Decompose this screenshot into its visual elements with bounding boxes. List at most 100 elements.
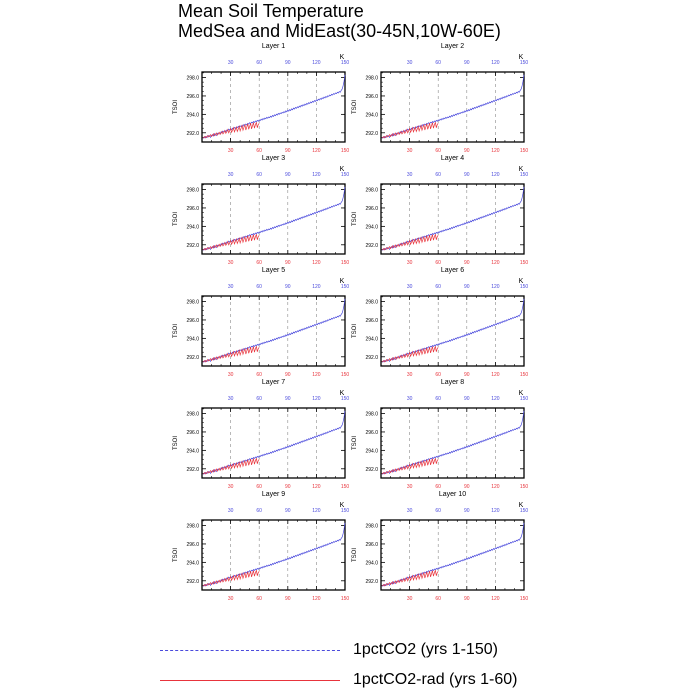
top-tick-label: 60 <box>435 172 441 178</box>
y-tick-label: 294.0 <box>186 448 199 454</box>
top-tick-label: 30 <box>407 172 413 178</box>
bottom-tick-label: 120 <box>312 148 321 154</box>
top-tick-label: 120 <box>312 172 321 178</box>
units-label: K <box>519 502 524 509</box>
bottom-tick-label: 30 <box>407 148 413 154</box>
top-tick-label: 120 <box>312 284 321 290</box>
bottom-tick-label: 60 <box>435 372 441 378</box>
panel-title: Layer 8 <box>441 379 464 386</box>
y-tick-label: 296.0 <box>186 430 199 436</box>
top-tick-label: 150 <box>520 60 529 66</box>
top-tick-label: 30 <box>228 508 234 514</box>
top-tick-label: 120 <box>491 508 500 514</box>
bottom-tick-label: 90 <box>285 148 291 154</box>
figure-title-line-2: MedSea and MidEast(30-45N,10W-60E) <box>178 21 501 41</box>
bottom-tick-label: 30 <box>228 596 234 602</box>
panel-title: Layer 9 <box>262 491 285 498</box>
bottom-tick-label: 150 <box>341 372 350 378</box>
y-tick-label: 292.0 <box>186 131 199 137</box>
bottom-tick-label: 150 <box>520 148 529 154</box>
y-tick-label: 298.0 <box>365 188 378 194</box>
legend: 1pctCO2 (yrs 1-150) 1pctCO2-rad (yrs 1-6… <box>0 630 700 700</box>
top-tick-label: 60 <box>435 284 441 290</box>
y-tick-label: 292.0 <box>186 243 199 249</box>
legend-label: 1pctCO2-rad (yrs 1-60) <box>353 671 518 688</box>
series-line-1pctco2-rad <box>202 122 260 139</box>
y-tick-label: 294.0 <box>365 560 378 566</box>
y-axis-label: TSOI <box>352 100 358 114</box>
y-tick-label: 296.0 <box>365 430 378 436</box>
top-tick-label: 90 <box>464 60 470 66</box>
bottom-tick-label: 30 <box>407 260 413 266</box>
bottom-tick-label: 60 <box>435 596 441 602</box>
series-line-1pctco2 <box>381 186 525 251</box>
top-tick-label: 60 <box>256 60 262 66</box>
y-axis-label: TSOI <box>173 212 179 226</box>
plot-frame <box>201 295 346 367</box>
units-label: K <box>340 54 345 61</box>
y-tick-label: 292.0 <box>365 355 378 361</box>
bottom-tick-label: 150 <box>341 260 350 266</box>
plot-frame <box>201 519 346 591</box>
bottom-tick-label: 90 <box>464 484 470 490</box>
top-tick-label: 90 <box>285 396 291 402</box>
bottom-tick-label: 120 <box>312 372 321 378</box>
top-tick-label: 30 <box>407 60 413 66</box>
bottom-tick-label: 30 <box>228 484 234 490</box>
units-label: K <box>340 502 345 509</box>
y-tick-label: 294.0 <box>186 336 199 342</box>
legend-swatch-solid <box>160 680 340 681</box>
top-tick-label: 30 <box>228 396 234 402</box>
chart-panel: Layer 5 K 30 60 90 120 150 30 60 90 120 150 292.0 294… <box>173 267 349 378</box>
bottom-tick-label: 90 <box>464 372 470 378</box>
bottom-tick-label: 60 <box>256 484 262 490</box>
top-tick-label: 30 <box>228 60 234 66</box>
panel-title: Layer 7 <box>262 379 285 386</box>
series-line-1pctco2-rad <box>381 570 439 587</box>
legend-label: 1pctCO2 (yrs 1-150) <box>353 641 498 658</box>
top-tick-label: 60 <box>435 396 441 402</box>
series-line-1pctco2 <box>202 186 346 251</box>
panel-title: Layer 6 <box>441 267 464 274</box>
bottom-tick-label: 30 <box>407 372 413 378</box>
series-line-1pctco2-rad <box>202 458 260 475</box>
panel-title: Layer 4 <box>441 155 464 162</box>
bottom-tick-label: 150 <box>520 372 529 378</box>
panel-title: Layer 3 <box>262 155 285 162</box>
bottom-tick-label: 90 <box>285 484 291 490</box>
y-tick-label: 298.0 <box>365 524 378 530</box>
y-axis-label: TSOI <box>352 436 358 450</box>
series-line-1pctco2 <box>202 74 346 139</box>
top-tick-label: 60 <box>256 508 262 514</box>
top-tick-label: 90 <box>464 284 470 290</box>
bottom-tick-label: 120 <box>312 596 321 602</box>
units-label: K <box>519 166 524 173</box>
plot-frame <box>380 407 525 479</box>
units-label: K <box>519 278 524 285</box>
y-axis-label: TSOI <box>173 548 179 562</box>
y-tick-label: 296.0 <box>186 318 199 324</box>
series-line-1pctco2-rad <box>202 234 260 251</box>
y-tick-label: 292.0 <box>365 467 378 473</box>
bottom-tick-label: 30 <box>407 596 413 602</box>
top-tick-label: 30 <box>407 284 413 290</box>
figure-title-line-1: Mean Soil Temperature <box>178 1 364 21</box>
y-tick-label: 292.0 <box>186 579 199 585</box>
bottom-tick-label: 150 <box>520 484 529 490</box>
y-tick-label: 294.0 <box>186 224 199 230</box>
y-tick-label: 292.0 <box>365 131 378 137</box>
bottom-tick-label: 30 <box>228 372 234 378</box>
bottom-tick-label: 60 <box>256 596 262 602</box>
chart-panel: Layer 6 K 30 60 90 120 150 30 60 90 120 150 292.0 294… <box>352 267 528 378</box>
series-line-1pctco2-rad <box>202 570 260 587</box>
series-line-1pctco2 <box>381 74 525 139</box>
top-tick-label: 150 <box>341 284 350 290</box>
plot-frame <box>201 407 346 479</box>
bottom-tick-label: 90 <box>464 260 470 266</box>
bottom-tick-label: 90 <box>464 596 470 602</box>
top-tick-label: 60 <box>435 508 441 514</box>
top-tick-label: 120 <box>491 60 500 66</box>
y-axis-label: TSOI <box>173 436 179 450</box>
bottom-tick-label: 30 <box>228 260 234 266</box>
series-line-1pctco2-rad <box>381 234 439 251</box>
